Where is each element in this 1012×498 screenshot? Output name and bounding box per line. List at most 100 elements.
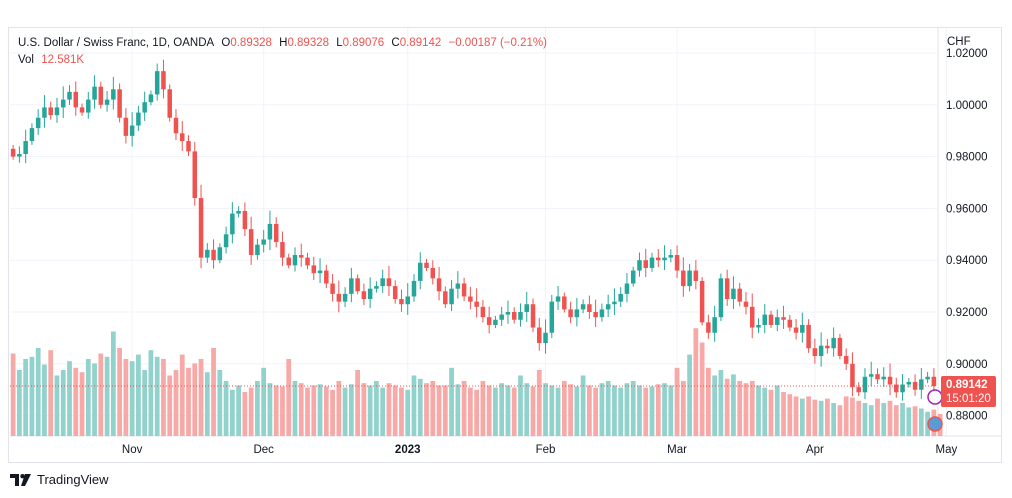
volume-bar bbox=[825, 398, 830, 436]
volume-bar bbox=[348, 384, 354, 436]
candle-body bbox=[862, 376, 868, 393]
volume-bar bbox=[912, 406, 918, 436]
candle-body bbox=[825, 345, 830, 349]
volume-bar bbox=[887, 400, 893, 436]
volume-bar bbox=[92, 363, 97, 436]
volume-bar bbox=[881, 403, 887, 436]
price-candles[interactable] bbox=[10, 59, 937, 401]
volume-bar bbox=[630, 381, 636, 436]
volume-bar bbox=[136, 354, 141, 436]
volume-bar bbox=[342, 387, 348, 436]
candle-body bbox=[468, 296, 473, 302]
legend-high-value: 0.89328 bbox=[287, 37, 330, 49]
volume-bar bbox=[605, 381, 611, 436]
candle-body bbox=[480, 306, 486, 318]
candle-body bbox=[336, 293, 342, 302]
candle-body bbox=[499, 314, 504, 320]
candle-body bbox=[912, 381, 918, 390]
volume-bar bbox=[60, 370, 66, 436]
candle-body bbox=[48, 107, 53, 116]
candle-body bbox=[35, 117, 41, 129]
volume-bar bbox=[142, 370, 148, 436]
x-tick-label: 2023 bbox=[395, 444, 421, 456]
volume-bar bbox=[204, 372, 210, 436]
volume-bar bbox=[198, 359, 204, 436]
candle-body bbox=[543, 332, 548, 344]
candle-body bbox=[198, 198, 204, 258]
volume-bar bbox=[23, 359, 29, 436]
volume-bar bbox=[837, 405, 843, 436]
volume-bar bbox=[674, 367, 680, 436]
legend-high-label: H bbox=[279, 37, 288, 49]
candle-body bbox=[73, 91, 79, 108]
volume-bar bbox=[918, 408, 924, 436]
candle-body bbox=[662, 257, 667, 261]
volume-bar bbox=[154, 356, 160, 436]
tradingview-brand[interactable]: TradingView bbox=[10, 472, 109, 487]
legend-volume-label: Vol bbox=[18, 54, 34, 66]
volume-bar bbox=[505, 385, 511, 436]
candle-body bbox=[455, 283, 461, 289]
candle-body bbox=[562, 296, 567, 310]
volume-bar bbox=[42, 364, 47, 436]
candle-body bbox=[605, 304, 611, 310]
volume-bar bbox=[511, 387, 517, 436]
volume-bar bbox=[35, 348, 41, 436]
candle-body bbox=[298, 255, 304, 258]
candle-body bbox=[261, 239, 266, 245]
volume-bar bbox=[655, 384, 661, 436]
candle-body bbox=[92, 86, 97, 100]
candle-body bbox=[624, 283, 630, 294]
volume-bar bbox=[217, 370, 223, 436]
volume-bar bbox=[104, 356, 110, 436]
legend-volume-row: Vol 12.581K bbox=[18, 52, 547, 69]
candle-body bbox=[812, 348, 818, 357]
volume-bars bbox=[10, 328, 943, 436]
volume-bar bbox=[624, 383, 630, 436]
volume-bar bbox=[850, 397, 855, 436]
y-tick-label: 0.92000 bbox=[946, 307, 988, 319]
candle-body bbox=[223, 234, 229, 248]
candle-body bbox=[104, 99, 110, 105]
candle-body bbox=[179, 133, 185, 142]
volume-bar bbox=[467, 387, 473, 436]
candle-body bbox=[242, 210, 248, 230]
candle-body bbox=[919, 379, 924, 390]
volume-bar bbox=[17, 370, 22, 436]
volume-bar bbox=[499, 383, 505, 436]
candle-body bbox=[161, 71, 166, 90]
candle-body bbox=[931, 376, 937, 387]
candle-body bbox=[286, 257, 291, 266]
volume-bar bbox=[724, 378, 730, 436]
volume-bar bbox=[574, 386, 580, 436]
volume-bar bbox=[818, 400, 824, 436]
volume-bar bbox=[875, 398, 880, 436]
candle-body bbox=[405, 296, 410, 305]
volume-bar bbox=[248, 387, 254, 436]
candle-body bbox=[330, 283, 335, 294]
candle-body bbox=[236, 210, 241, 214]
candle-body bbox=[900, 384, 905, 393]
volume-bar bbox=[411, 375, 417, 436]
candle-body bbox=[856, 387, 861, 393]
volume-bar bbox=[117, 348, 122, 436]
volume-bar bbox=[649, 386, 655, 436]
candle-body bbox=[79, 107, 85, 113]
candle-body bbox=[737, 288, 742, 302]
candle-body bbox=[831, 337, 836, 349]
candle-body bbox=[906, 381, 912, 385]
candle-body bbox=[111, 89, 116, 100]
candle-body bbox=[530, 304, 536, 328]
y-tick-label: 1.00000 bbox=[946, 100, 988, 112]
candle-body bbox=[292, 255, 298, 266]
candle-body bbox=[524, 304, 529, 312]
legend-low-value: 0.89076 bbox=[342, 37, 385, 49]
volume-bar bbox=[54, 375, 60, 436]
volume-bar bbox=[687, 354, 692, 436]
tradingview-logo-icon bbox=[10, 473, 31, 486]
candle-body bbox=[449, 288, 454, 305]
volume-bar bbox=[580, 375, 586, 436]
volume-bar bbox=[267, 383, 273, 436]
volume-bar bbox=[743, 383, 749, 436]
